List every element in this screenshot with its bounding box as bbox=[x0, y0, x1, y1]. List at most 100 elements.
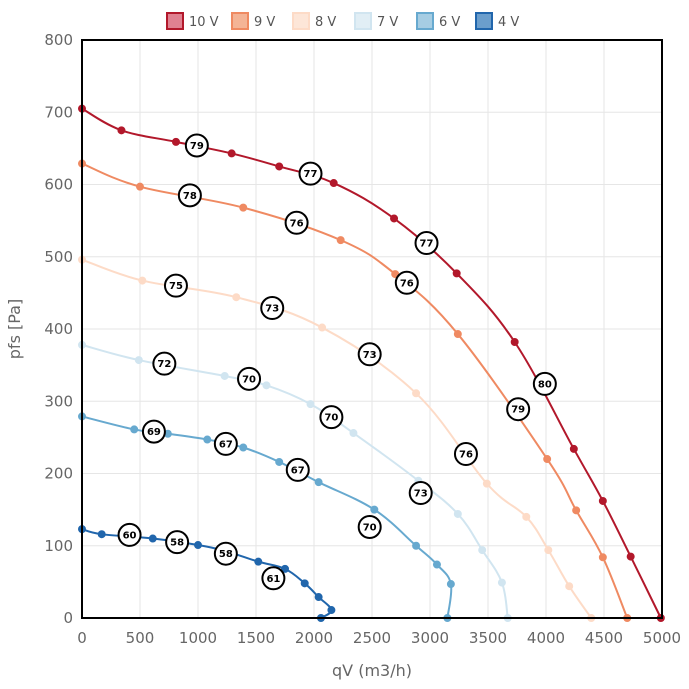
data-point bbox=[446, 580, 455, 589]
legend-item[interactable]: 8 V bbox=[292, 12, 336, 30]
legend-swatch bbox=[166, 12, 184, 30]
data-point bbox=[306, 400, 315, 409]
data-point bbox=[275, 162, 284, 171]
curve-label-value: 73 bbox=[414, 489, 428, 500]
legend-label: 4 V bbox=[498, 15, 519, 30]
curve-label-value: 80 bbox=[538, 379, 552, 390]
curve-label-circle bbox=[319, 405, 344, 430]
legend-swatch bbox=[354, 12, 372, 30]
y-tick-label: 200 bbox=[44, 465, 73, 483]
data-point bbox=[97, 530, 106, 539]
data-point bbox=[390, 214, 399, 223]
data-point bbox=[300, 579, 309, 588]
x-tick-label: 0 bbox=[77, 629, 87, 647]
data-point bbox=[314, 478, 323, 487]
data-point bbox=[227, 149, 236, 158]
data-point bbox=[336, 236, 345, 245]
data-point bbox=[453, 509, 462, 518]
legend-swatch bbox=[416, 12, 434, 30]
curve-label: 73 bbox=[357, 342, 382, 367]
curve-label-circle bbox=[414, 231, 439, 256]
curve-label-value: 70 bbox=[242, 374, 256, 385]
curve-label-value: 75 bbox=[169, 281, 183, 292]
legend-item[interactable]: 4 V bbox=[475, 12, 519, 30]
y-tick-label: 400 bbox=[44, 320, 73, 338]
curve-label: 78 bbox=[177, 183, 202, 208]
curve-label: 58 bbox=[213, 541, 238, 566]
curve-label-circle bbox=[285, 457, 310, 482]
y-axis-title: pfs [Pa] bbox=[5, 299, 24, 359]
curve-label-value: 76 bbox=[290, 218, 304, 229]
curve-label-value: 70 bbox=[363, 522, 377, 533]
curve-label: 70 bbox=[237, 366, 262, 391]
curve-label-circle bbox=[394, 270, 419, 295]
curve-label: 73 bbox=[260, 296, 285, 321]
curve-label-value: 58 bbox=[170, 538, 184, 549]
series-4v bbox=[78, 525, 336, 622]
y-tick-label: 100 bbox=[44, 537, 73, 555]
curve-label-value: 73 bbox=[265, 304, 279, 315]
curve-label-circle bbox=[117, 522, 142, 547]
curve-label-value: 77 bbox=[304, 169, 318, 180]
data-point bbox=[232, 293, 241, 302]
curve-label-circle bbox=[532, 371, 557, 396]
curve-label-value: 76 bbox=[400, 278, 414, 289]
legend[interactable]: 10 V 9 V 8 V 7 V 6 V 4 V bbox=[166, 12, 519, 30]
legend-label: 10 V bbox=[189, 15, 219, 30]
data-point bbox=[565, 582, 574, 591]
data-point bbox=[148, 534, 157, 543]
data-point bbox=[598, 496, 607, 505]
x-tick-label: 3000 bbox=[411, 629, 449, 647]
legend-swatch bbox=[231, 12, 249, 30]
curve-label-circle bbox=[453, 441, 478, 466]
curve-label: 70 bbox=[319, 405, 344, 430]
legend-item[interactable]: 9 V bbox=[231, 12, 275, 30]
x-tick-label: 500 bbox=[126, 629, 155, 647]
curve-label: 60 bbox=[117, 522, 142, 547]
legend-item[interactable]: 10 V bbox=[166, 12, 219, 30]
curve-label-value: 67 bbox=[219, 439, 233, 450]
data-point bbox=[194, 541, 202, 550]
curve-label-circle bbox=[357, 514, 382, 539]
data-point bbox=[510, 338, 519, 347]
curve-labels: 79 77 77 80 78 76 76 79 75 73 73 76 72 70 70 73 69 67 67 70… bbox=[117, 133, 557, 591]
curve-label: 77 bbox=[298, 161, 323, 186]
curve-label: 73 bbox=[408, 481, 433, 506]
data-point bbox=[522, 512, 531, 521]
data-point bbox=[569, 444, 578, 453]
curve-label-circle bbox=[408, 481, 433, 506]
data-point bbox=[543, 455, 552, 464]
data-point bbox=[598, 553, 607, 562]
curve-label: 72 bbox=[152, 351, 177, 376]
y-tick-label: 500 bbox=[44, 248, 73, 266]
curve-label-circle bbox=[163, 273, 188, 298]
data-point bbox=[134, 356, 143, 365]
curve-label-value: 58 bbox=[219, 549, 233, 560]
legend-label: 7 V bbox=[377, 15, 398, 30]
legend-item[interactable]: 6 V bbox=[416, 12, 460, 30]
curve-label: 61 bbox=[261, 566, 286, 591]
data-point bbox=[626, 552, 635, 561]
y-tick-label: 0 bbox=[63, 609, 73, 627]
curve-label-circle bbox=[213, 541, 238, 566]
curve-label-circle bbox=[184, 133, 209, 158]
y-tick-label: 300 bbox=[44, 392, 73, 410]
curve-label-circle bbox=[141, 419, 166, 444]
curve-label-circle bbox=[237, 366, 262, 391]
curve-label: 67 bbox=[213, 431, 238, 456]
curve-label: 80 bbox=[532, 371, 557, 396]
curve-label: 76 bbox=[453, 441, 478, 466]
x-tick-label: 4500 bbox=[585, 629, 623, 647]
x-tick-label: 1000 bbox=[179, 629, 217, 647]
legend-label: 9 V bbox=[254, 15, 275, 30]
legend-item[interactable]: 7 V bbox=[354, 12, 398, 30]
legend-label: 6 V bbox=[439, 15, 460, 30]
data-point bbox=[239, 203, 248, 212]
data-point bbox=[275, 457, 284, 466]
series-line bbox=[81, 528, 333, 619]
curve-label-circle bbox=[506, 397, 531, 422]
curve-label-circle bbox=[165, 530, 190, 555]
legend-label: 8 V bbox=[315, 15, 336, 30]
data-point bbox=[572, 506, 581, 515]
